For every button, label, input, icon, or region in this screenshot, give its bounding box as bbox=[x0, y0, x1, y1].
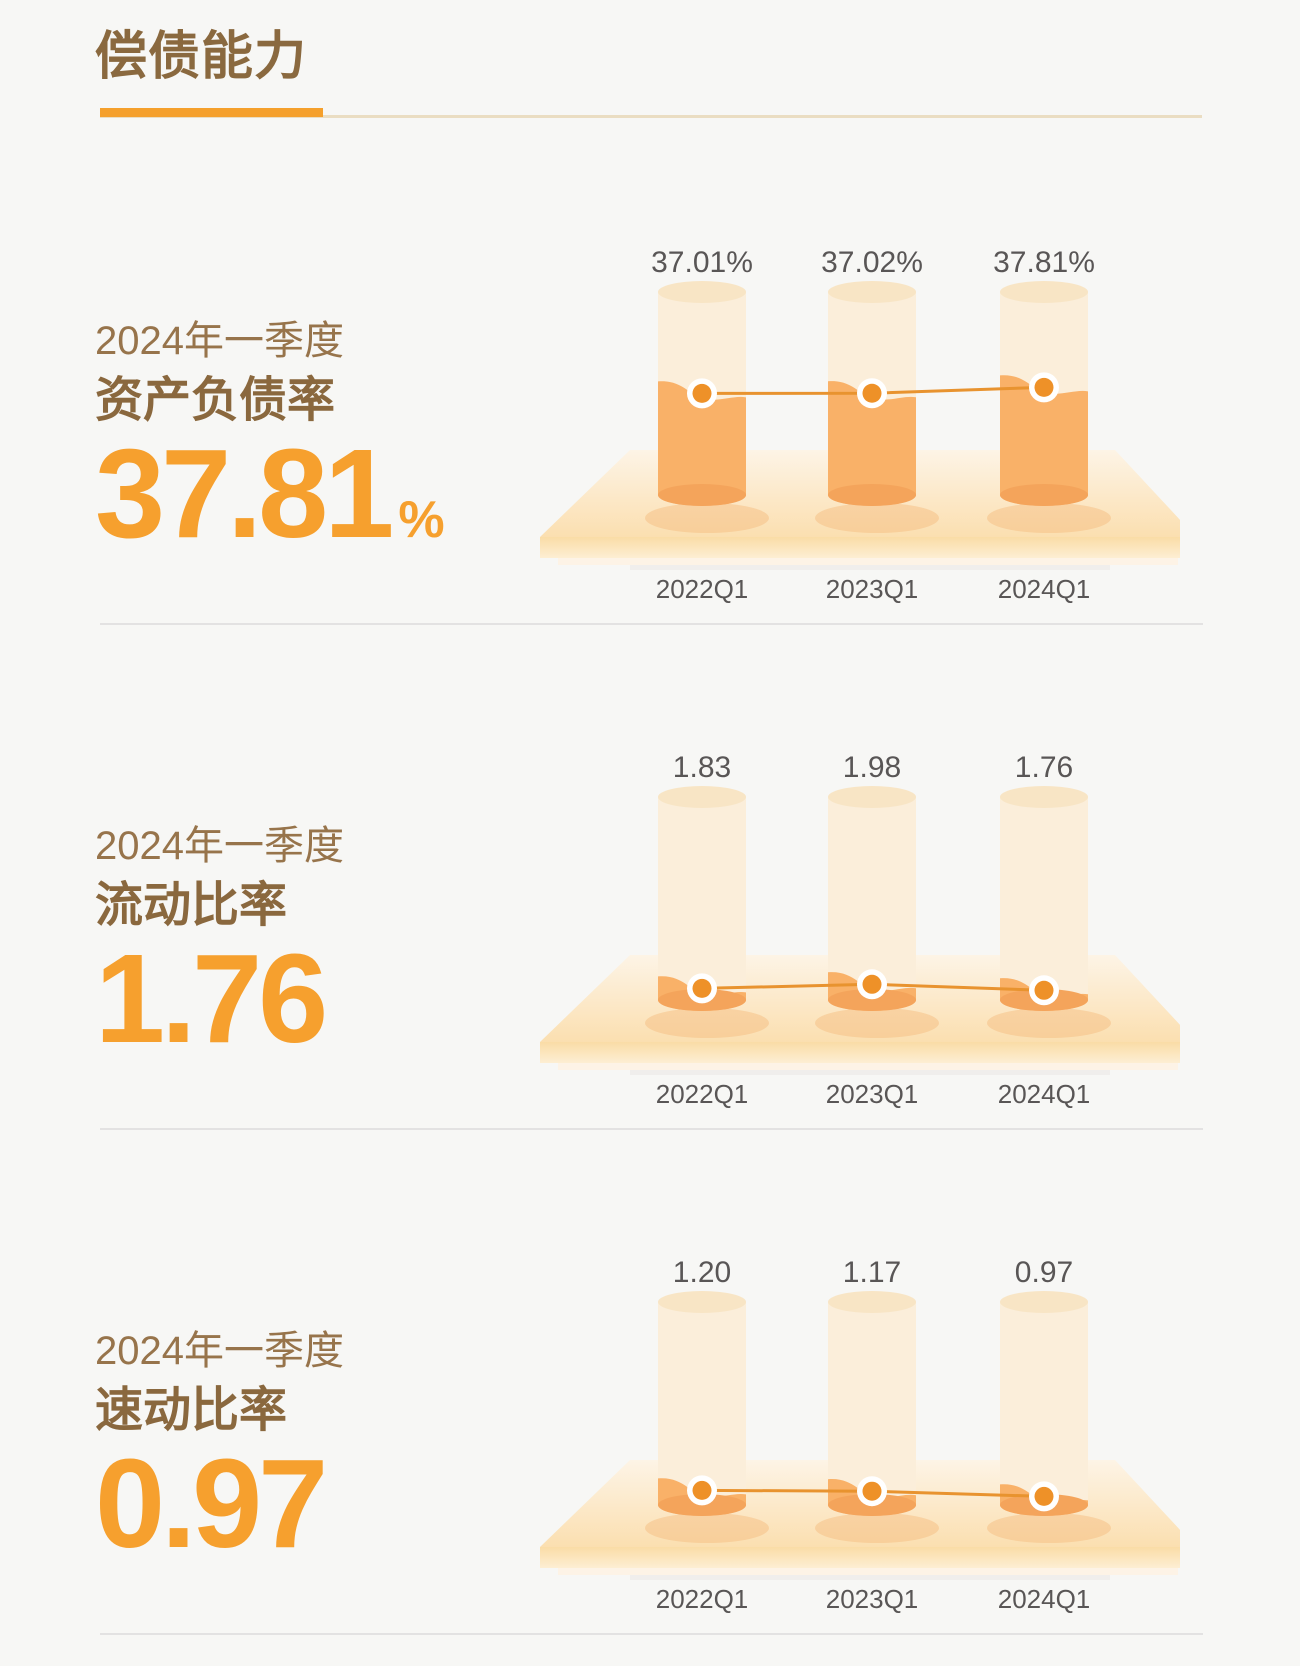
section-divider bbox=[100, 1128, 1203, 1130]
data-dot bbox=[857, 378, 887, 409]
metric-section-quick-ratio: 2024年一季度 速动比率 0.97 1.20 2022Q1 1.17 2023Q1 0… bbox=[0, 1130, 1300, 1635]
category-label: 2022Q1 bbox=[656, 1079, 749, 1109]
data-dot bbox=[857, 1476, 887, 1507]
metric-value: 0.97 bbox=[95, 1441, 344, 1586]
section-divider bbox=[100, 1633, 1203, 1635]
value-label: 1.83 bbox=[673, 751, 731, 784]
data-dot bbox=[1029, 372, 1059, 403]
value-label: 37.02% bbox=[821, 246, 923, 279]
section-divider bbox=[100, 623, 1203, 625]
category-label: 2024Q1 bbox=[998, 574, 1091, 604]
metric-value-unit: % bbox=[398, 491, 445, 549]
metric-value-number: 37.81 bbox=[95, 423, 394, 564]
metric-section-current-ratio: 2024年一季度 流动比率 1.76 1.83 2022Q1 1.98 2023Q1 1… bbox=[0, 625, 1300, 1130]
metric-section-asset-liability-ratio: 2024年一季度 资产负债率 37.81% 37.01% 2022Q1 37.02%… bbox=[0, 120, 1300, 625]
value-label: 37.81% bbox=[993, 246, 1095, 279]
period-label: 2024年一季度 bbox=[95, 1329, 344, 1373]
title-underline-accent bbox=[100, 108, 323, 117]
category-label: 2022Q1 bbox=[656, 574, 749, 604]
metric-value: 37.81% bbox=[95, 431, 445, 576]
value-label: 1.98 bbox=[843, 751, 901, 784]
data-dot bbox=[857, 969, 887, 1000]
category-label: 2024Q1 bbox=[998, 1079, 1091, 1109]
data-dot bbox=[687, 973, 717, 1004]
cylinder-bar bbox=[987, 1291, 1111, 1543]
metric-value: 1.76 bbox=[95, 936, 344, 1081]
metric-block: 2024年一季度 流动比率 1.76 bbox=[95, 825, 344, 1081]
category-label: 2023Q1 bbox=[826, 574, 919, 604]
cylinder-chart-asset-liability: 37.01% 2022Q1 37.02% 2023Q1 37.81% 2024Q1 bbox=[480, 120, 1180, 625]
period-label: 2024年一季度 bbox=[95, 319, 344, 363]
cylinder-chart-quick-ratio: 1.20 2022Q1 1.17 2023Q1 0.97 2024Q1 bbox=[480, 1130, 1180, 1635]
period-label: 2024年一季度 bbox=[95, 824, 344, 868]
value-label: 37.01% bbox=[651, 246, 753, 279]
metric-name: 资产负债率 bbox=[95, 374, 336, 427]
metric-value-number: 1.76 bbox=[95, 928, 328, 1069]
cylinder-chart-current-ratio: 1.83 2022Q1 1.98 2023Q1 1.76 2024Q1 bbox=[480, 625, 1180, 1130]
metric-name: 流动比率 bbox=[95, 879, 288, 932]
category-label: 2023Q1 bbox=[826, 1584, 919, 1614]
value-label: 0.97 bbox=[1015, 1256, 1073, 1289]
value-label: 1.17 bbox=[843, 1256, 901, 1289]
category-label: 2024Q1 bbox=[998, 1584, 1091, 1614]
cylinder-fill bbox=[1000, 375, 1088, 506]
title-underline bbox=[100, 108, 1202, 118]
data-dot bbox=[687, 378, 717, 409]
page-title: 偿债能力 bbox=[95, 28, 308, 86]
data-dot bbox=[1029, 975, 1059, 1006]
cylinder-bar bbox=[815, 1291, 939, 1543]
cylinder-fill bbox=[658, 381, 746, 506]
metric-block: 2024年一季度 速动比率 0.97 bbox=[95, 1330, 344, 1586]
report-header: 偿债能力 bbox=[0, 0, 1300, 120]
data-dot bbox=[687, 1475, 717, 1506]
data-dot bbox=[1029, 1481, 1059, 1512]
metric-name: 速动比率 bbox=[95, 1384, 288, 1437]
cylinder-bar bbox=[815, 786, 939, 1038]
cylinder-fill bbox=[828, 381, 916, 506]
cylinder-bar bbox=[645, 786, 769, 1038]
title-underline-thin bbox=[100, 115, 1202, 118]
value-label: 1.20 bbox=[673, 1256, 731, 1289]
category-label: 2022Q1 bbox=[656, 1584, 749, 1614]
category-label: 2023Q1 bbox=[826, 1079, 919, 1109]
metric-value-number: 0.97 bbox=[95, 1433, 328, 1574]
metric-block: 2024年一季度 资产负债率 37.81% bbox=[95, 320, 445, 576]
value-label: 1.76 bbox=[1015, 751, 1073, 784]
